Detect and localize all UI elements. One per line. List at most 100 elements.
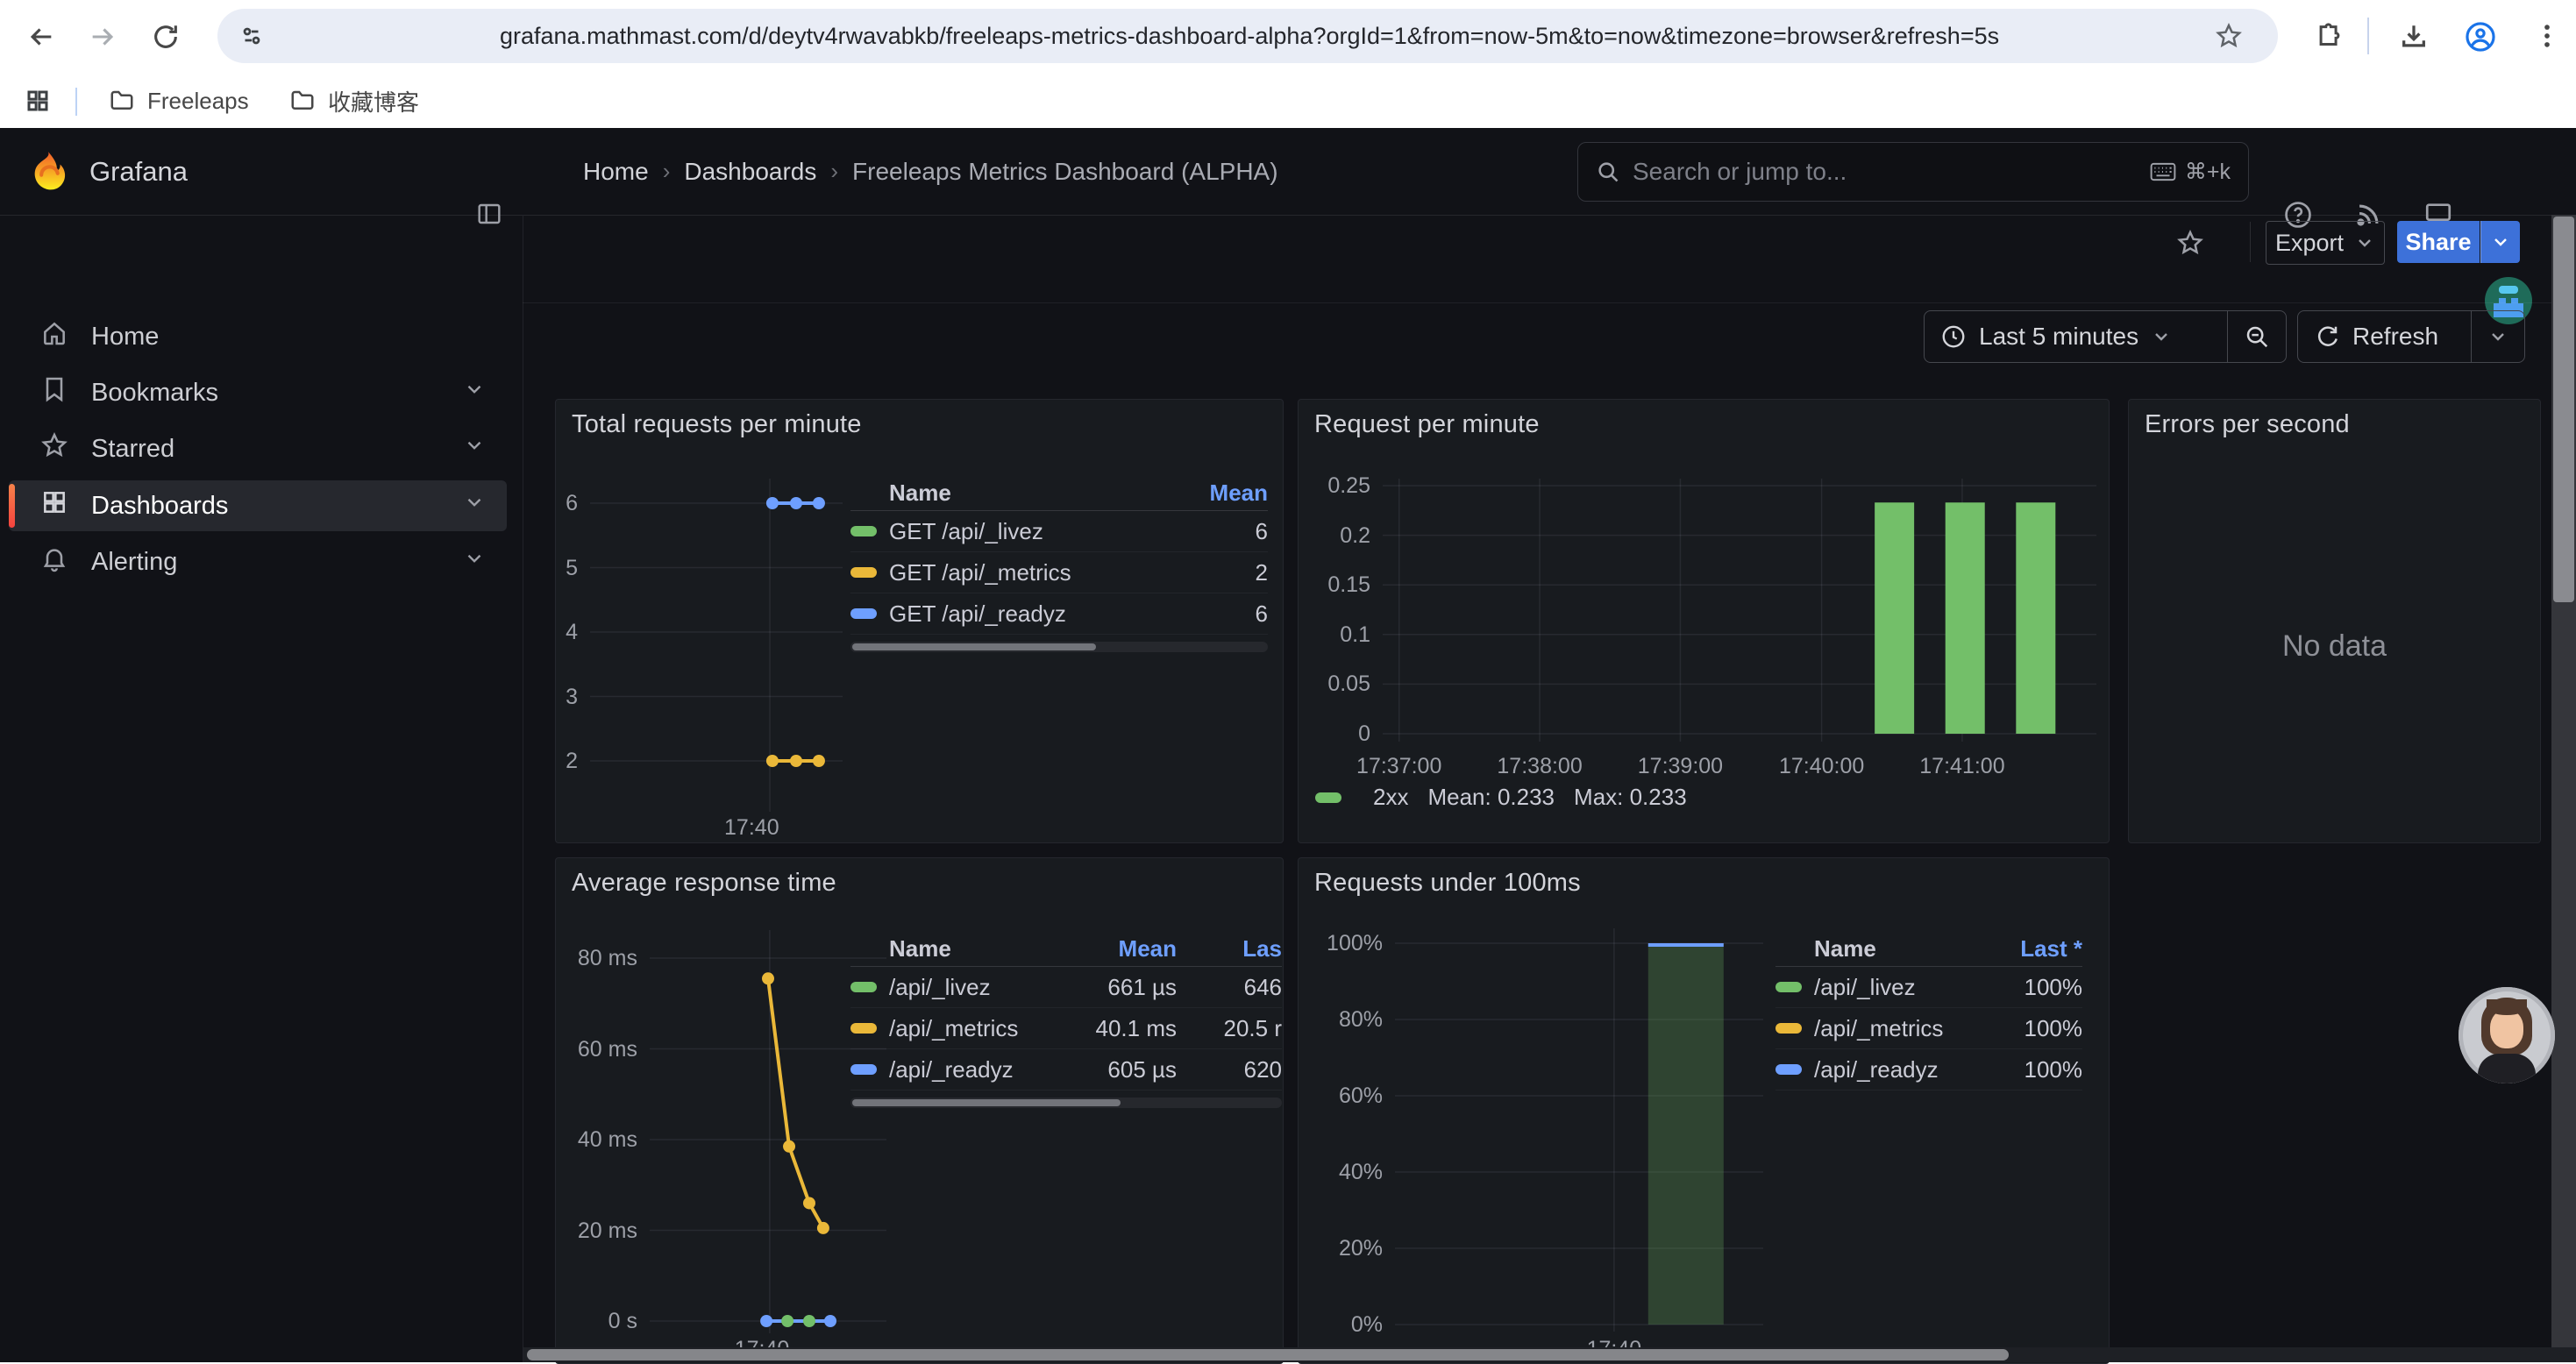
sidebar-toggle-icon[interactable] [475, 200, 503, 232]
chevron-down-icon[interactable] [463, 547, 486, 577]
extensions-icon[interactable] [2315, 22, 2345, 56]
series-color-pill [850, 1064, 877, 1075]
y-tick-label: 0.2 [1340, 522, 1370, 548]
grafana-header: Grafana Home › Dashboards › Freeleaps Me… [0, 128, 2576, 324]
menu-kebab-icon[interactable] [2532, 21, 2562, 55]
chevron-down-icon[interactable] [463, 378, 486, 408]
share-menu-button[interactable] [2480, 221, 2520, 263]
horizontal-scrollbar[interactable] [523, 1347, 2576, 1362]
site-settings-icon[interactable] [238, 23, 265, 53]
sidebar-item-alerting[interactable]: Alerting [9, 536, 507, 587]
browser-toolbar: grafana.mathmast.com/d/deytv4rwavabkb/fr… [0, 0, 2576, 72]
bookmark-star-icon[interactable] [2215, 22, 2243, 54]
subheader-divider [2250, 222, 2251, 262]
legend-header-cell[interactable]: Name [1814, 934, 1876, 962]
legend-scrollbar[interactable] [850, 1098, 1282, 1108]
legend-row[interactable]: /api/_metrics 40.1 ms 20.5 r [850, 1008, 1282, 1049]
series-name: /api/_metrics [1814, 1014, 1944, 1041]
download-icon[interactable] [2399, 22, 2429, 56]
url-text[interactable]: grafana.mathmast.com/d/deytv4rwavabkb/fr… [500, 23, 2000, 49]
grafana-logo[interactable] [26, 150, 70, 198]
export-button[interactable]: Export [2266, 221, 2385, 265]
legend-row[interactable]: GET /api/_metrics 2 [850, 552, 1268, 593]
panel-title[interactable]: Total requests per minute [572, 410, 862, 438]
share-button[interactable]: Share [2397, 221, 2480, 263]
legend-header-cell[interactable]: Mean [1118, 934, 1177, 962]
series-max: Max: 0.233 [1574, 784, 1687, 810]
legend-row[interactable]: /api/_livez 100% [1775, 967, 2082, 1008]
legend-row[interactable]: /api/_metrics 100% [1775, 1008, 2082, 1049]
panel-requests-under-100ms: Requests under 100ms Name Last * /api/_liv… [1298, 857, 2110, 1364]
refresh-icon [2317, 326, 2338, 346]
legend-row[interactable]: /api/_livez 661 µs 646 [850, 967, 1282, 1008]
legend-row[interactable]: GET /api/_livez 6 [850, 511, 1268, 552]
bookmark-folder-blogs[interactable]: 收藏博客 [289, 84, 419, 117]
legend-header-cell[interactable]: Last * [2020, 934, 2082, 962]
chevron-down-icon[interactable] [463, 491, 486, 521]
legend-header-cell[interactable]: Mean [1209, 479, 1268, 506]
legend-row[interactable]: /api/_readyz 100% [1775, 1049, 2082, 1090]
p4-chart-canvas[interactable] [556, 858, 1283, 1354]
profile-icon[interactable] [2464, 20, 2497, 58]
sidebar-item-label: Bookmarks [91, 378, 219, 407]
legend-header-cell[interactable]: Name [889, 479, 951, 506]
search-input[interactable]: Search or jump to... ⌘+k [1577, 142, 2249, 202]
y-tick-label: 0.05 [1327, 671, 1370, 697]
chevron-down-icon [2359, 239, 2371, 247]
y-tick-label: 20 ms [577, 1218, 637, 1243]
y-tick-label: 80% [1338, 1007, 1383, 1032]
chevron-down-icon [2492, 333, 2504, 341]
y-tick-label: 0 [1358, 721, 1370, 746]
panel-legend-table: Name Mean Las/api/_livez 661 µs 646/api/_met… [850, 931, 1282, 1108]
scrollbar-thumb[interactable] [2553, 217, 2574, 602]
series-name: 2xx [1373, 784, 1409, 810]
refresh-interval-button[interactable] [2472, 311, 2524, 362]
series-color-pill [1775, 1064, 1802, 1075]
series-color-pill [850, 526, 877, 536]
time-range-picker[interactable]: Last 5 minutes [1925, 311, 2227, 362]
panel-legend-inline[interactable]: 2xx Mean: 0.233 Max: 0.233 [1315, 784, 1687, 811]
sidebar-item-home[interactable]: Home [9, 311, 507, 362]
scrollbar-thumb[interactable] [527, 1349, 2009, 1360]
y-tick-label: 5 [566, 555, 578, 580]
clock-icon [1942, 325, 1965, 348]
sidebar-item-bookmarks[interactable]: Bookmarks [9, 367, 507, 418]
legend-row[interactable]: /api/_readyz 605 µs 620 [850, 1049, 1282, 1090]
bookmarks-bar: Freeleaps 收藏博客 [0, 72, 2576, 129]
sidebar-item-dashboards[interactable]: Dashboards [9, 480, 507, 531]
breadcrumb-home[interactable]: Home [583, 157, 649, 185]
forward-icon[interactable] [88, 22, 117, 56]
apps-grid-icon[interactable] [25, 88, 51, 118]
divider [2227, 311, 2228, 362]
chevron-down-icon[interactable] [463, 434, 486, 464]
series-value: 661 µs [1107, 973, 1177, 1000]
legend-header-cell[interactable]: Las [1242, 934, 1282, 962]
panel-title[interactable]: Average response time [572, 869, 836, 897]
url-bar[interactable]: grafana.mathmast.com/d/deytv4rwavabkb/fr… [217, 9, 2278, 63]
sidebar-item-starred[interactable]: Starred [9, 423, 507, 474]
legend-row[interactable]: GET /api/_readyz 6 [850, 593, 1268, 635]
assistant-avatar-widget[interactable] [2459, 987, 2555, 1083]
p1-chart-canvas[interactable] [556, 400, 1283, 842]
reload-icon[interactable] [151, 22, 181, 56]
bookmark-label: Freeleaps [147, 87, 249, 114]
panel-errors-per-second: Errors per second No data [2128, 399, 2541, 843]
panel-title[interactable]: Requests under 100ms [1314, 869, 1581, 897]
p5-chart-canvas[interactable] [1299, 858, 2109, 1354]
panel-legend-table: Name Last * /api/_livez 100% /api/_metrics 10… [1775, 931, 2082, 1090]
legend-header-cell[interactable]: Name [889, 934, 951, 962]
y-tick-label: 40% [1338, 1160, 1383, 1184]
brand-name[interactable]: Grafana [89, 156, 189, 187]
refresh-button[interactable]: Refresh [2298, 311, 2471, 362]
series-value: 2 [1255, 558, 1268, 586]
legend-scrollbar[interactable] [850, 642, 1268, 652]
bookmark-folder-freeleaps[interactable]: Freeleaps [109, 84, 249, 117]
panel-title[interactable]: Errors per second [2145, 410, 2350, 438]
p2-chart-canvas[interactable] [1299, 400, 2109, 842]
panel-title[interactable]: Request per minute [1314, 410, 1540, 438]
breadcrumb-dashboards[interactable]: Dashboards [684, 157, 817, 185]
vertical-scrollbar[interactable] [2551, 215, 2576, 1362]
back-icon[interactable] [26, 22, 56, 56]
favorite-star-icon[interactable] [2176, 229, 2204, 261]
zoom-out-button[interactable] [2228, 311, 2286, 362]
